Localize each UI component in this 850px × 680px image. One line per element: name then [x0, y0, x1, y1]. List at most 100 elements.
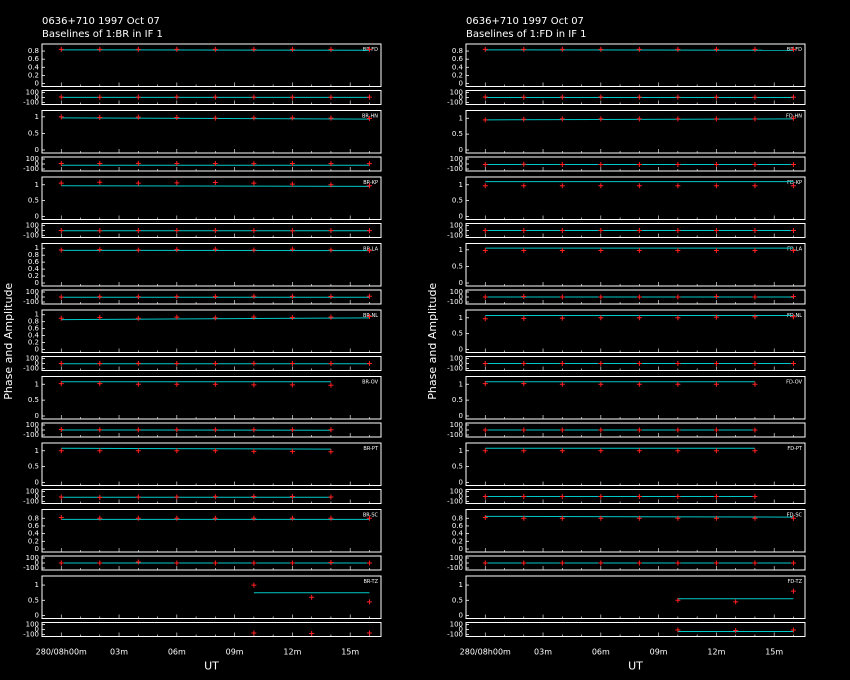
amplitude-point — [135, 46, 141, 52]
phase-point — [212, 427, 218, 433]
amplitude-point — [636, 116, 642, 122]
amplitude-point — [212, 381, 218, 387]
phase-point — [636, 162, 642, 167]
phase-point — [251, 161, 257, 167]
phase-tick-label: 0 — [35, 360, 39, 368]
phase-point — [174, 294, 180, 300]
amp-tick-label: 0.4 — [28, 332, 40, 340]
amplitude-point — [328, 247, 334, 253]
amp-tick-label: 0 — [459, 80, 463, 88]
phase-tick-label: 100 — [26, 421, 39, 429]
amp-tick-label: 0 — [459, 279, 463, 287]
amplitude-point — [790, 515, 796, 521]
amplitude-point — [790, 247, 796, 253]
phase-point — [135, 494, 141, 500]
phase-point — [174, 228, 180, 233]
amplitude-point — [675, 448, 681, 454]
amplitude-point — [790, 314, 796, 320]
amplitude-point — [289, 181, 295, 187]
amp-tick-label: 0 — [35, 80, 39, 88]
amplitude-point — [212, 180, 218, 186]
phase-point — [174, 361, 180, 366]
amplitude-point — [521, 116, 527, 122]
amplitude-point — [289, 46, 295, 52]
phase-point — [328, 427, 334, 433]
amplitude-point — [598, 315, 604, 321]
amplitude-point — [713, 247, 719, 253]
amplitude-point — [174, 180, 180, 186]
phase-point — [790, 627, 796, 633]
amp-tick-label: 0.5 — [28, 463, 39, 471]
phase-frame — [41, 622, 382, 637]
amp-tick-label: 0 — [459, 346, 463, 354]
phase-point — [521, 228, 527, 233]
baseline-label: BR-FD — [363, 47, 378, 53]
amplitude-point — [289, 448, 295, 454]
amplitude-point — [521, 315, 527, 321]
baseline-label: BR-OV — [362, 380, 378, 386]
x-axis-label: UT — [628, 660, 643, 673]
phase-tick-label: 100 — [26, 288, 39, 296]
amplitude-point — [328, 314, 334, 320]
phase-point — [135, 559, 141, 565]
amplitude-point — [790, 183, 796, 189]
amp-tick-label: 1 — [35, 244, 39, 252]
amplitude-point — [58, 514, 64, 520]
phase-tick-label: -100 — [23, 431, 39, 439]
phase-point — [251, 427, 257, 433]
phase-point — [328, 161, 334, 167]
amp-tick-label: 1 — [35, 380, 39, 388]
amp-tick-label: 0 — [459, 213, 463, 221]
amplitude-frame — [465, 243, 806, 287]
amp-tick-label: 1 — [459, 380, 463, 388]
phase-point — [713, 427, 719, 433]
phase-tick-label: 0 — [459, 94, 463, 102]
amplitude-point — [559, 315, 565, 321]
baseline-label: FD-NL — [787, 313, 802, 319]
phase-point — [559, 94, 565, 100]
amplitude-point — [790, 115, 796, 121]
phase-point — [289, 494, 295, 499]
amplitude-point — [135, 247, 141, 253]
amplitude-point — [675, 515, 681, 521]
phase-tick-label: 100 — [26, 355, 39, 363]
phase-point — [559, 228, 565, 233]
phase-point — [58, 427, 64, 432]
phase-point — [752, 560, 758, 566]
amplitude-point — [58, 381, 64, 387]
phase-point — [289, 161, 295, 166]
amp-tick-label: 0.4 — [452, 530, 464, 538]
amp-tick-label: 0.5 — [28, 396, 39, 404]
phase-point — [521, 494, 527, 499]
phase-tick-label: 100 — [26, 222, 39, 230]
amp-tick-label: 0.5 — [452, 463, 463, 471]
amplitude-point — [97, 179, 103, 185]
phase-point — [366, 161, 372, 167]
amp-tick-label: 1 — [35, 181, 39, 189]
phase-tick-label: 100 — [26, 621, 39, 629]
amp-tick-label: 0.2 — [28, 537, 39, 545]
amplitude-point — [675, 381, 681, 387]
baseline-label: BR-LA — [363, 247, 378, 253]
amp-tick-label: 0.6 — [28, 258, 40, 266]
phase-tick-label: 100 — [450, 155, 463, 163]
phase-point — [289, 228, 295, 234]
amp-tick-label: 0.8 — [28, 47, 39, 55]
phase-tick-label: -100 — [447, 99, 463, 107]
amplitude-point — [212, 115, 218, 121]
amplitude-frame — [41, 575, 382, 619]
phase-point — [675, 94, 681, 100]
phase-point — [366, 94, 372, 100]
amp-tick-label: 1 — [35, 311, 39, 319]
phase-tick-label: 100 — [26, 155, 39, 163]
phase-point — [675, 228, 681, 233]
phase-tick-label: -100 — [23, 232, 39, 240]
phase-point — [482, 162, 488, 167]
amplitude-point — [366, 46, 372, 52]
amplitude-point — [328, 46, 334, 52]
amplitude-point — [790, 46, 796, 52]
amp-tick-label: 0 — [35, 213, 39, 221]
amplitude-point — [366, 515, 372, 521]
phase-point — [790, 228, 796, 233]
amplitude-point — [713, 116, 719, 122]
